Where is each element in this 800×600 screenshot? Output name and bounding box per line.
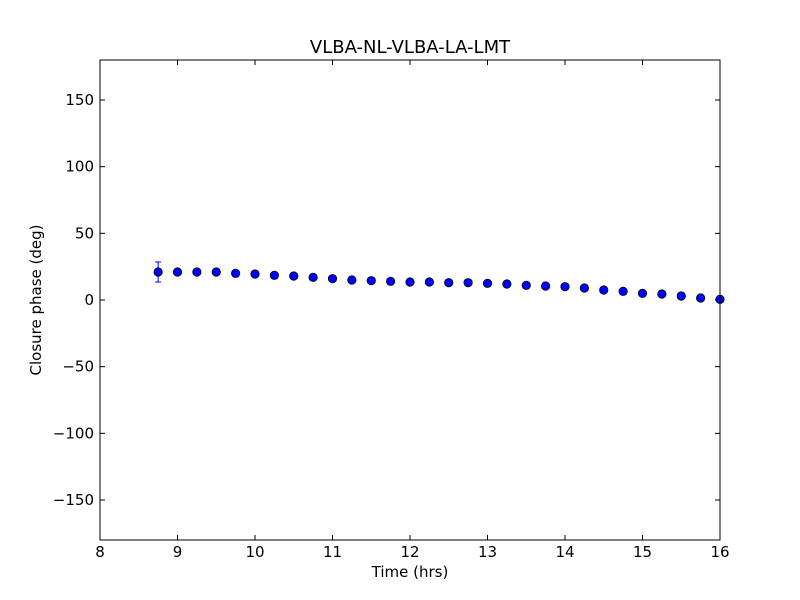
data-point xyxy=(463,278,473,288)
y-tick-label: 150 xyxy=(65,91,94,109)
x-tick-label: 11 xyxy=(323,543,342,561)
data-point xyxy=(637,288,648,298)
data-point xyxy=(502,279,512,289)
data-point xyxy=(482,278,493,288)
data-point xyxy=(269,270,279,280)
x-tick-label: 16 xyxy=(710,543,729,561)
data-point xyxy=(444,278,454,288)
data-point xyxy=(676,291,686,301)
data-point xyxy=(657,289,667,299)
y-axis-label: Closure phase (deg) xyxy=(27,225,45,376)
y-tick-label: −100 xyxy=(53,424,94,442)
data-point xyxy=(172,267,183,277)
data-point xyxy=(405,277,415,287)
data-point xyxy=(424,277,434,287)
y-tick-label: 50 xyxy=(75,224,94,242)
y-tick-label: −50 xyxy=(62,358,94,376)
data-point xyxy=(308,272,318,282)
x-tick-label: 15 xyxy=(633,543,652,561)
data-point xyxy=(250,269,260,279)
data-point xyxy=(579,283,589,293)
x-tick-label: 8 xyxy=(95,543,105,561)
x-axis-label: Time (hrs) xyxy=(371,563,449,581)
data-point xyxy=(366,276,376,286)
data-point xyxy=(347,275,357,285)
x-tick-label: 10 xyxy=(245,543,264,561)
data-point xyxy=(618,286,628,296)
data-point xyxy=(231,268,241,278)
x-tick-label: 14 xyxy=(555,543,574,561)
x-tick-label: 12 xyxy=(400,543,419,561)
y-tick-label: 100 xyxy=(65,158,94,176)
data-point xyxy=(599,285,609,295)
plot-area xyxy=(100,60,720,540)
data-point xyxy=(211,267,221,277)
data-point xyxy=(386,276,396,286)
y-tick-label: 0 xyxy=(84,291,94,309)
ticks-layer: 8 9 10 11 12 13 14 15 16 −150 −100 −50 0 50 100 150 xyxy=(53,60,730,561)
data-point xyxy=(289,271,299,281)
data-point xyxy=(153,267,163,277)
x-tick-label: 9 xyxy=(173,543,183,561)
data-point xyxy=(696,293,706,303)
data-point xyxy=(560,282,570,292)
data-point xyxy=(521,280,531,290)
chart-title: VLBA-NL-VLBA-LA-LMT xyxy=(310,37,511,58)
data-point xyxy=(541,281,551,291)
points-layer xyxy=(153,267,725,304)
plot-frame xyxy=(99,59,721,541)
data-point xyxy=(327,274,338,284)
x-tick-label: 13 xyxy=(478,543,497,561)
y-tick-label: −150 xyxy=(53,491,94,509)
data-point xyxy=(192,267,202,277)
